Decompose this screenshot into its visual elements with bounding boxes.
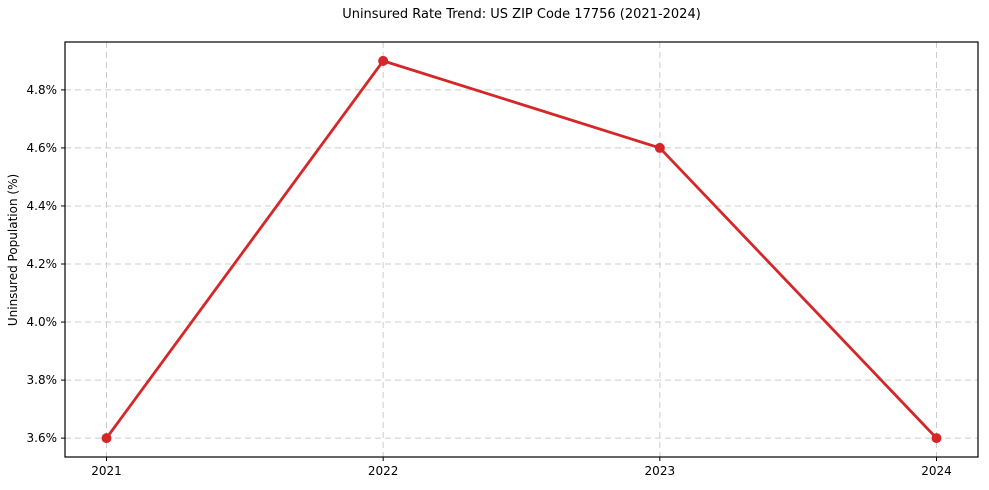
- y-tick-label: 4.6%: [27, 141, 58, 155]
- x-tick-label: 2022: [368, 464, 399, 478]
- plot-border: [64, 41, 979, 458]
- trend-line: [105, 59, 938, 440]
- y-tick-label: 3.6%: [27, 431, 58, 445]
- y-tick-label: 4.8%: [27, 83, 58, 97]
- data-point-marker: [101, 433, 112, 444]
- x-tick-label: 2021: [91, 464, 122, 478]
- chart-title: Uninsured Rate Trend: US ZIP Code 17756 …: [342, 7, 701, 22]
- data-point-marker: [378, 55, 389, 66]
- data-point-marker: [931, 433, 942, 444]
- x-tick-label: 2024: [921, 464, 952, 478]
- y-tick-label: 4.4%: [27, 199, 58, 213]
- y-tick-label: 3.8%: [27, 373, 58, 387]
- y-tick-label: 4.2%: [27, 257, 58, 271]
- data-point-marker: [654, 142, 665, 153]
- y-tick-label: 4.0%: [27, 315, 58, 329]
- x-tick-label: 2023: [645, 464, 676, 478]
